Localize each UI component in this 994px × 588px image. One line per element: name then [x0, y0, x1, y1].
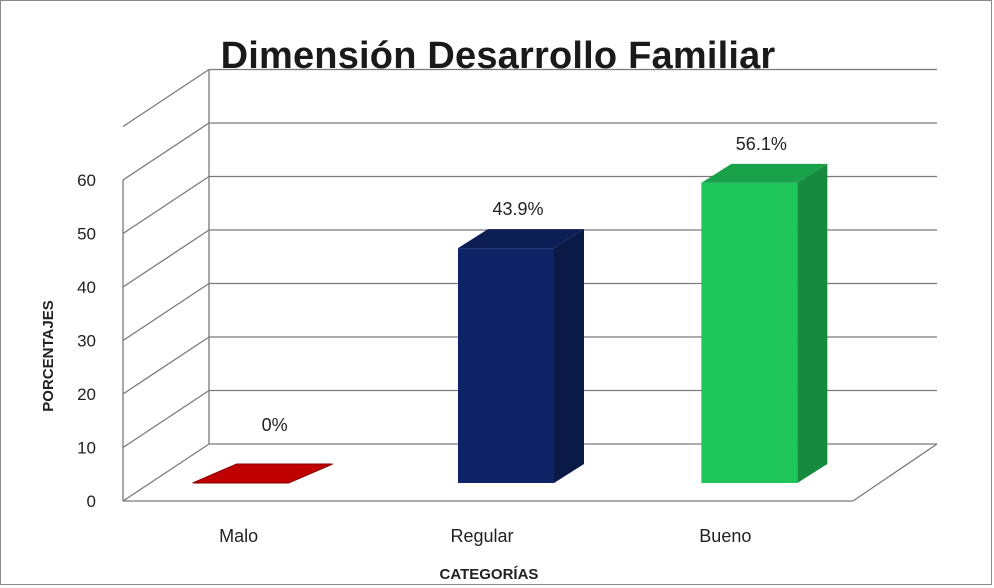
gridline-side — [122, 389, 210, 449]
gridline-side — [122, 282, 210, 342]
bar-top-face — [701, 163, 828, 183]
x-tick-label: Bueno — [699, 526, 751, 546]
gridline-side — [122, 443, 210, 502]
gridline-side — [122, 229, 210, 288]
data-label: 43.9% — [492, 199, 543, 219]
y-tick-label: 50 — [77, 225, 96, 244]
y-tick-label: 60 — [77, 171, 96, 190]
bar-top-face — [192, 463, 333, 484]
bar-side-face — [554, 229, 584, 483]
gridline-side — [122, 68, 210, 128]
y-axis-title: PORCENTAJES — [40, 300, 57, 411]
labels-layer: 0 10 20 30 40 50 60 0% Malo 43.9% Regular 56.1% Buen… — [77, 134, 787, 546]
gridline-side — [122, 336, 210, 395]
floor-right-edge — [852, 443, 938, 502]
bar-regular — [458, 229, 584, 483]
bar-bueno — [701, 163, 828, 484]
y-tick-label: 0 — [87, 492, 96, 511]
x-tick-label: Regular — [450, 526, 513, 546]
y-tick-label: 40 — [77, 278, 96, 297]
bars-layer — [192, 163, 828, 484]
bar-malo — [192, 463, 333, 484]
x-axis-title: CATEGORÍAS — [440, 566, 539, 583]
bar-top-face — [458, 229, 584, 249]
gridline-side — [122, 122, 210, 181]
data-label: 0% — [262, 415, 288, 435]
y-tick-label: 30 — [77, 332, 96, 351]
gridline-side — [122, 175, 210, 235]
bar-front-face — [458, 248, 554, 483]
bar-side-face — [797, 163, 828, 484]
y-tick-label: 10 — [77, 439, 96, 458]
bar-front-face — [701, 182, 798, 484]
x-tick-label: Malo — [219, 526, 258, 546]
floor-layer — [123, 443, 938, 502]
data-label: 56.1% — [736, 134, 787, 154]
y-tick-label: 20 — [77, 385, 96, 404]
